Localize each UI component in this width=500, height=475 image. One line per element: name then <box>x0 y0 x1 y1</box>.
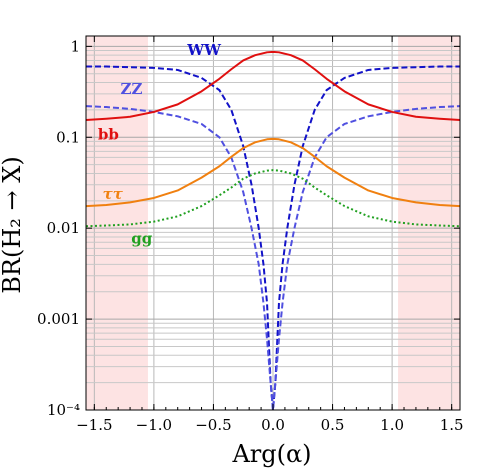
shaded-region-1 <box>398 36 460 410</box>
y-tick-label: 0.001 <box>37 310 80 328</box>
series-label-0: WW <box>186 41 222 59</box>
x-tick-label: −1.0 <box>136 416 172 434</box>
x-tick-label: 1.5 <box>440 416 464 434</box>
x-tick-label: −0.5 <box>195 416 231 434</box>
x-tick-label: −1.5 <box>76 416 112 434</box>
series-label-2: bb <box>98 125 119 143</box>
x-axis-label-text: Arg(α) <box>232 440 312 468</box>
y-tick-label: 1 <box>70 37 80 55</box>
series-label-4: gg <box>131 229 152 247</box>
series-line-4 <box>85 169 461 228</box>
series-line-3 <box>85 137 461 208</box>
shaded-regions <box>86 36 460 410</box>
series-label-3: ττ <box>103 185 124 203</box>
series-label-1: ZZ <box>121 80 143 98</box>
y-axis-label: BR(H₂ → X) <box>0 125 27 325</box>
x-tick-label: 0.5 <box>321 416 345 434</box>
series-labels: WW ZZ bb ττ gg <box>98 41 222 247</box>
x-tick-label: 0.0 <box>261 416 285 434</box>
axis-ticks: −1.5 −1.0 −0.5 0.0 0.5 1.0 1.5 10⁻⁴ 0.001 0.01 0.1… <box>37 36 464 434</box>
shaded-region-0 <box>86 36 148 410</box>
series-line-0 <box>86 65 460 411</box>
y-tick-label: 0.1 <box>56 128 80 146</box>
x-tick-label: 1.0 <box>380 416 404 434</box>
series-line-1 <box>85 105 461 411</box>
series-lines <box>85 50 461 411</box>
series-line-2 <box>85 50 461 121</box>
y-axis-label-text: BR(H₂ → X) <box>0 156 26 294</box>
y-tick-label: 10⁻⁴ <box>47 401 80 419</box>
y-tick-label: 0.01 <box>47 219 80 237</box>
x-axis-label: Arg(α) <box>172 440 372 470</box>
